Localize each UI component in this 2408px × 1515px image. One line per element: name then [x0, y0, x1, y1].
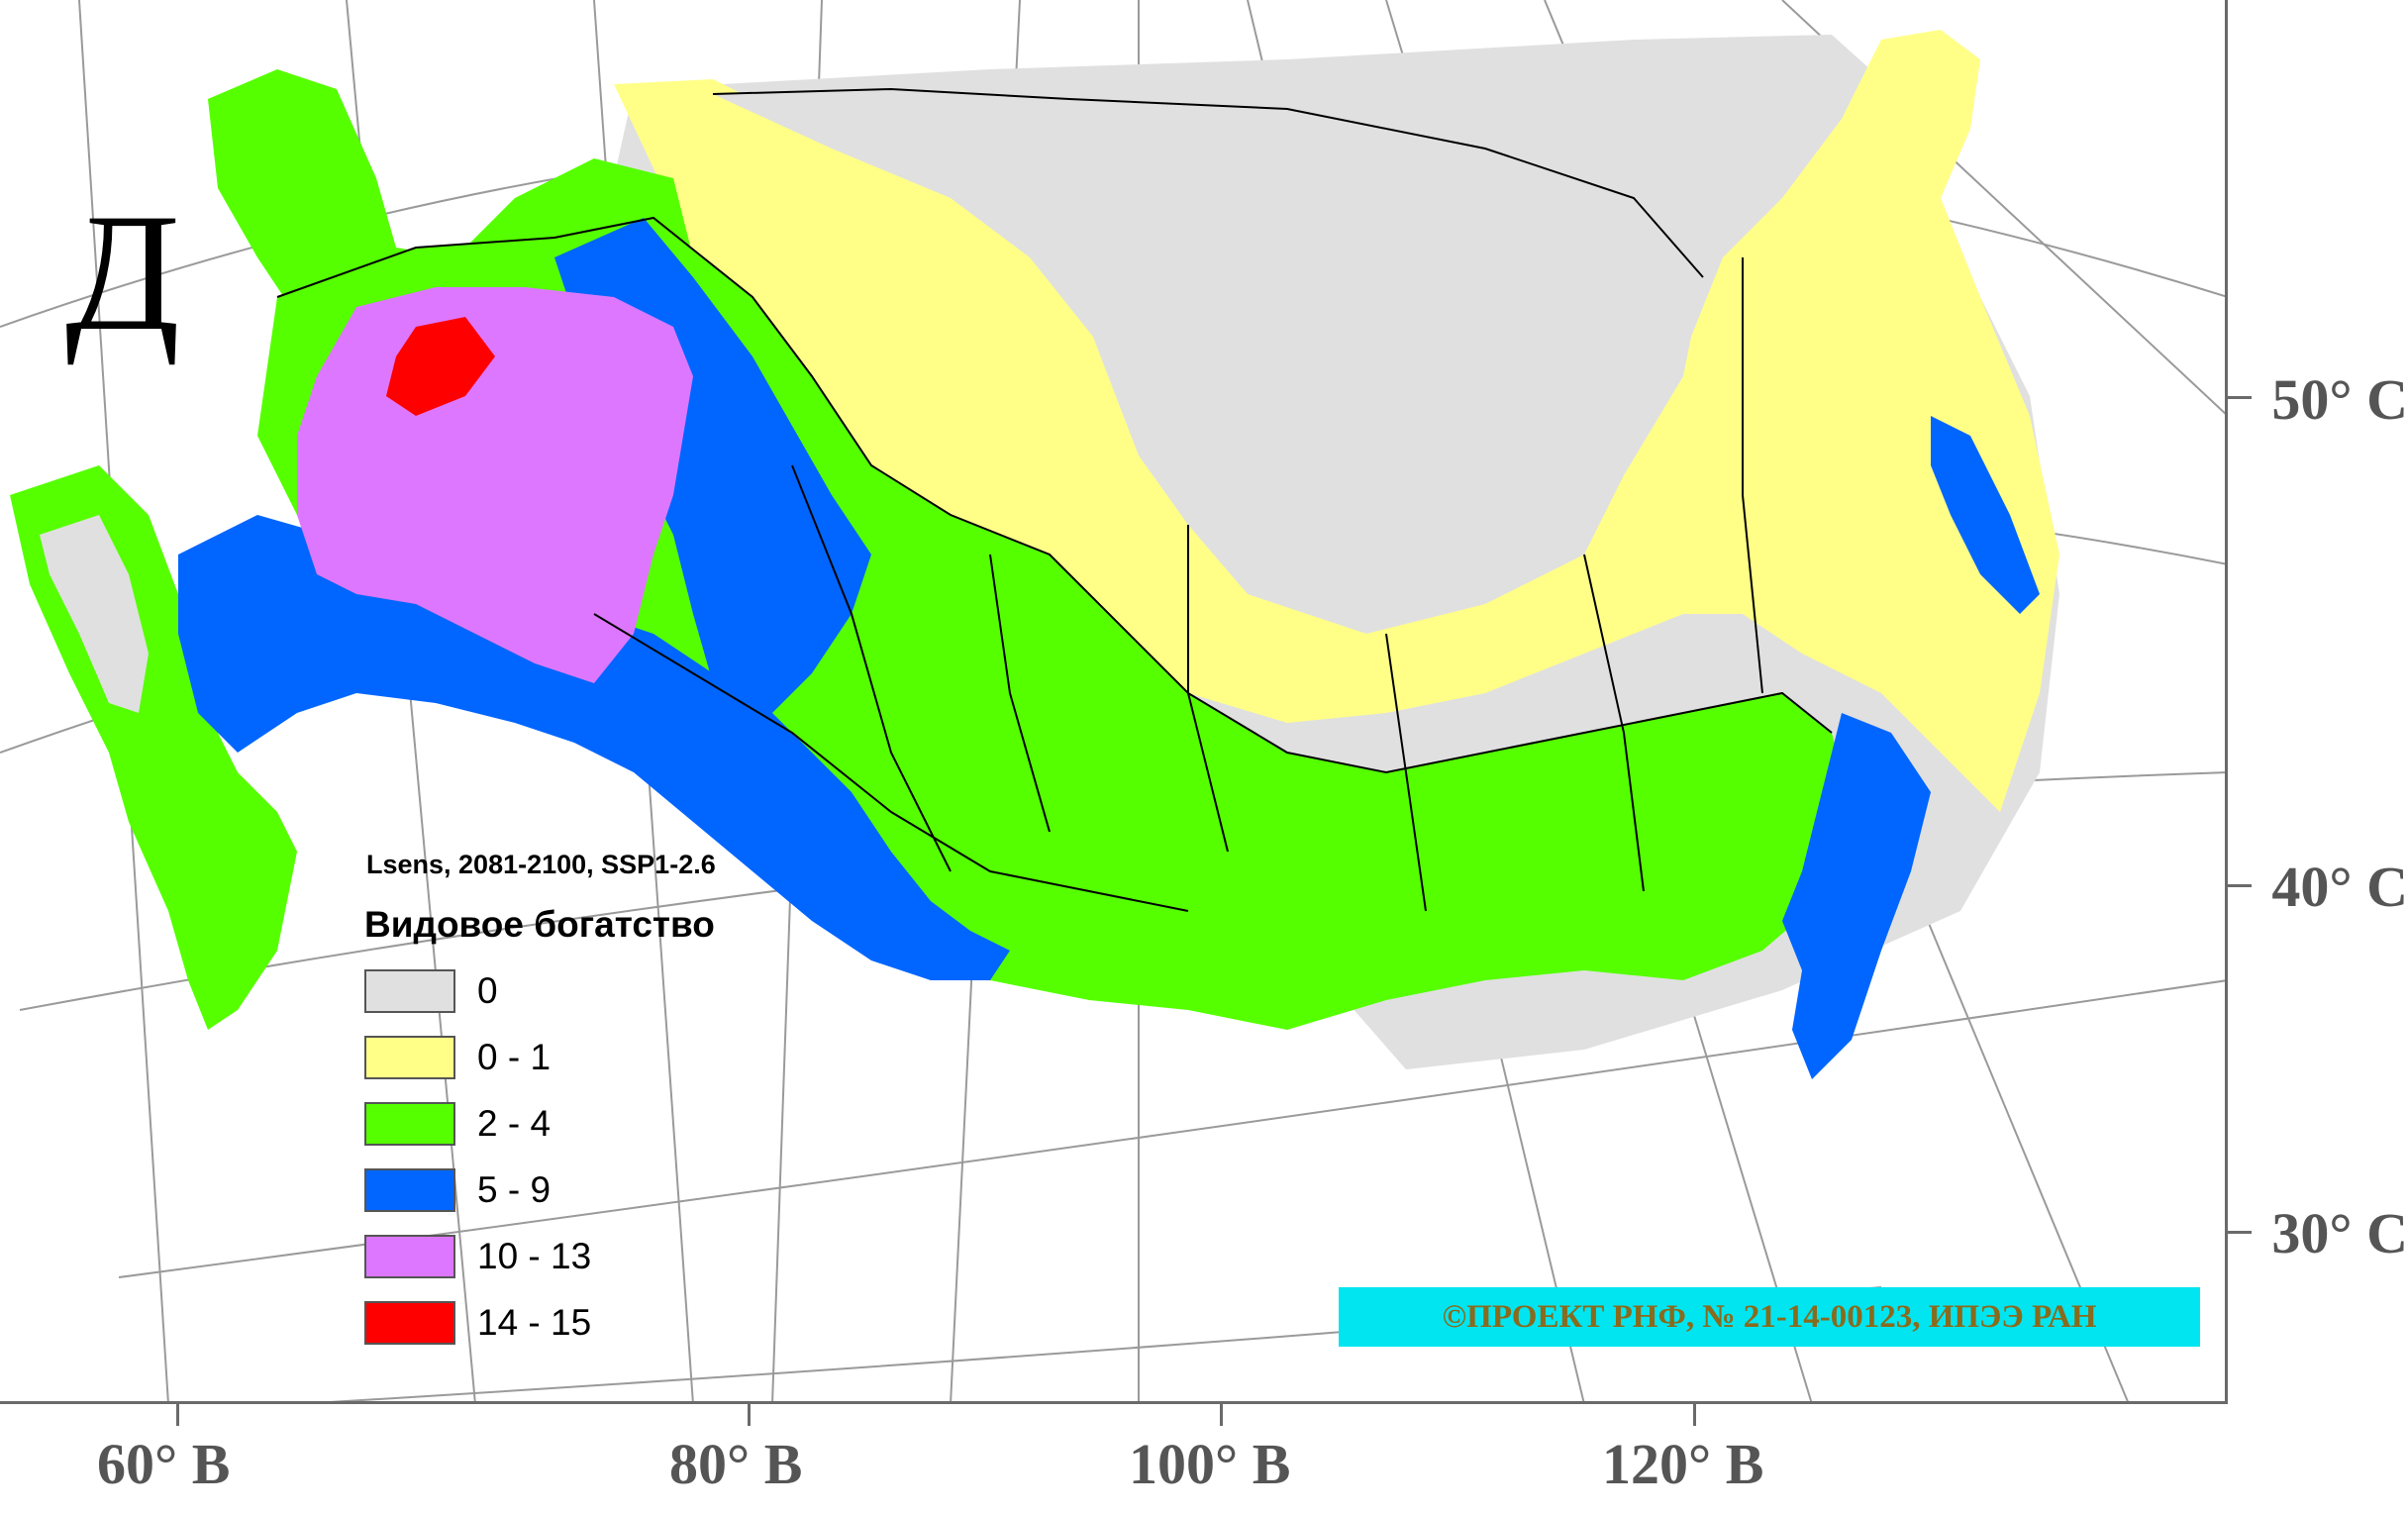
lat-label-30: 30° С [2271, 1201, 2408, 1265]
administrative-boundaries [276, 87, 1833, 912]
map-subtitle: Lsens, 2081-2100, SSP1-2.6 [366, 850, 716, 879]
lat-label-40: 40° С [2271, 855, 2408, 919]
lon-tick [176, 1404, 179, 1426]
legend-row: 0 - 1 [364, 1024, 716, 1090]
legend-row: 14 - 15 [364, 1289, 716, 1356]
legend-swatch [364, 1234, 455, 1278]
region-richness-0-1 [614, 30, 2059, 812]
legend-row: 0 [364, 958, 716, 1024]
region-richness-5-9-kamchatka [1931, 416, 2040, 614]
species-richness-map[interactable] [0, 0, 2228, 1404]
legend-label: 14 - 15 [477, 1301, 592, 1343]
legend-label: 0 - 1 [477, 1036, 552, 1077]
legend-label: 10 - 13 [477, 1235, 592, 1276]
lon-label-60: 60° В [97, 1432, 231, 1496]
legend: Lsens, 2081-2100, SSP1-2.6 Видовое богат… [364, 850, 716, 1356]
legend-row: 10 - 13 [364, 1223, 716, 1289]
legend-swatch [364, 1035, 455, 1079]
lon-label-80: 80° В [669, 1432, 803, 1496]
region-richness-0-siberia [713, 89, 1703, 614]
lon-label-100: 100° В [1129, 1432, 1291, 1496]
credit-banner: ©ПРОЕКТ РНФ, № 21-14-00123, ИПЭЭ РАН [1339, 1287, 2200, 1347]
legend-row: 2 - 4 [364, 1090, 716, 1157]
lon-tick [1693, 1404, 1696, 1426]
legend-label: 0 [477, 969, 498, 1011]
region-richness-5-9 [178, 515, 1010, 980]
region-richness-0-sea [40, 515, 149, 713]
lon-label-120: 120° В [1602, 1432, 1764, 1496]
legend-row: 5 - 9 [364, 1157, 716, 1223]
lat-tick [2228, 1231, 2252, 1234]
legend-swatch [364, 1101, 455, 1146]
legend-swatch [364, 1167, 455, 1212]
legend-title: Видовое богатство [364, 904, 715, 945]
lat-tick [2228, 884, 2252, 887]
legend-swatch [364, 1300, 455, 1345]
lat-tick [2228, 396, 2252, 399]
legend-label: 2 - 4 [477, 1102, 552, 1144]
panel-letter: Д [65, 179, 180, 365]
map-frame[interactable]: Д Lsens, 2081-2100, SSP1-2.6 Видовое бог… [0, 0, 2228, 1404]
region-richness-5-9-far-east [1782, 713, 1931, 1079]
legend-items: 0 0 - 1 2 - 4 5 - 9 10 - 13 14 - 15 [364, 958, 716, 1356]
lat-label-50: 50° С [2271, 367, 2408, 432]
legend-label: 5 - 9 [477, 1168, 552, 1210]
lon-tick [748, 1404, 751, 1426]
region-richness-14-15 [386, 317, 495, 416]
lon-tick [1220, 1404, 1223, 1426]
legend-swatch [364, 968, 455, 1013]
